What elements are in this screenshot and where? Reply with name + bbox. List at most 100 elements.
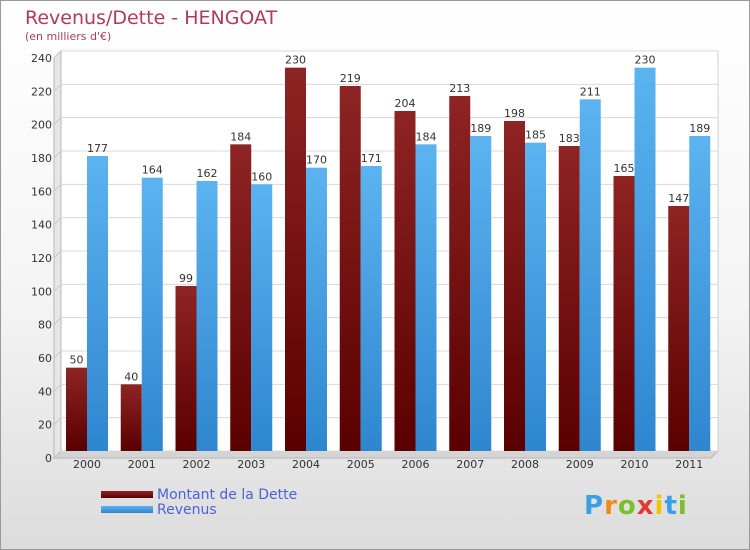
- plot-floor: [52, 450, 720, 459]
- bar-revenus: [306, 167, 327, 451]
- x-tick-label: 2003: [237, 458, 265, 471]
- data-label-revenus: 171: [361, 152, 382, 165]
- gridline-side: [53, 250, 62, 259]
- y-tick-label: 120: [31, 252, 52, 265]
- y-tick-label: 60: [38, 352, 52, 365]
- y-tick-label: 40: [38, 385, 52, 398]
- bar-dette: [175, 286, 197, 451]
- legend-item-dette: Montant de la Dette: [101, 486, 298, 503]
- gridline-side: [53, 383, 62, 392]
- data-label-revenus: 160: [251, 170, 272, 183]
- bar-revenus: [470, 136, 492, 451]
- chart-subtitle: (en milliers d'€): [25, 30, 112, 43]
- x-tick-label: 2000: [73, 458, 101, 471]
- y-tick-label: 0: [45, 452, 52, 465]
- bar-revenus: [251, 184, 273, 452]
- data-label-revenus: 211: [580, 85, 601, 98]
- y-tick-label: 160: [31, 185, 52, 198]
- data-label-revenus: 230: [635, 54, 656, 67]
- bar-dette: [394, 111, 416, 451]
- x-tick-label: 2007: [456, 458, 484, 471]
- x-tick-label: 2011: [675, 458, 703, 471]
- bar-dette: [230, 144, 252, 452]
- bar-dette: [558, 146, 580, 451]
- x-tick-label: 2008: [511, 458, 539, 471]
- logo-letter: P: [584, 491, 605, 521]
- x-tick-label: 2009: [566, 458, 594, 471]
- legend-item-revenus: Revenus: [101, 501, 297, 518]
- bar-revenus: [689, 136, 711, 451]
- bar-revenus: [87, 156, 108, 451]
- gridline-side: [53, 183, 62, 192]
- bar-dette: [504, 121, 525, 451]
- proxiti-logo: Proxiti: [584, 491, 688, 521]
- data-label-dette: 219: [340, 72, 361, 85]
- logo-letter: r: [604, 491, 618, 521]
- legend-swatch-revenus: [101, 506, 153, 513]
- logo-letter: t: [664, 491, 678, 521]
- chart-title: Revenus/Dette - HENGOAT: [25, 7, 278, 29]
- y-tick-label: 20: [38, 419, 52, 432]
- data-label-dette: 99: [179, 272, 193, 285]
- bar-dette: [613, 176, 635, 451]
- logo-letter: o: [617, 491, 637, 521]
- y-tick-label: 220: [31, 85, 52, 98]
- gridline-side: [53, 317, 62, 326]
- y-tick-label: 240: [31, 52, 52, 65]
- data-label-revenus: 185: [525, 129, 546, 142]
- bar-revenus: [415, 144, 437, 452]
- gridline-side: [53, 83, 62, 92]
- x-tick-label: 2006: [402, 458, 430, 471]
- x-tick-label: 2004: [292, 458, 320, 471]
- legend-swatch-dette: [101, 491, 153, 498]
- data-label-revenus: 184: [416, 130, 437, 143]
- gridline-side: [53, 417, 62, 426]
- bar-revenus: [634, 67, 656, 452]
- gridline-side: [53, 283, 62, 292]
- legend-label-dette: Montant de la Dette: [157, 486, 298, 503]
- gridline-side: [53, 350, 62, 359]
- bar-dette: [120, 384, 142, 451]
- bar-revenus: [525, 142, 546, 451]
- data-label-revenus: 189: [470, 122, 491, 135]
- data-label-dette: 204: [395, 97, 416, 110]
- x-tick-label: 2005: [347, 458, 375, 471]
- data-label-revenus: 164: [142, 164, 163, 177]
- x-tick-label: 2010: [621, 458, 649, 471]
- bar-dette: [285, 67, 306, 452]
- bar-dette: [339, 86, 361, 451]
- gridline-side: [53, 50, 62, 59]
- logo-letter: x: [636, 491, 655, 521]
- x-tick-label: 2001: [128, 458, 156, 471]
- data-label-dette: 165: [614, 162, 635, 175]
- legend: Montant de la Dette Revenus: [101, 486, 298, 518]
- gridline-side: [53, 150, 62, 159]
- data-label-dette: 183: [559, 132, 580, 145]
- bar-dette: [449, 96, 471, 451]
- y-tick-label: 140: [31, 219, 52, 232]
- bar-revenus: [579, 99, 601, 451]
- bar-dette: [668, 206, 690, 451]
- data-label-dette: 147: [668, 192, 689, 205]
- bar-revenus: [196, 181, 218, 451]
- data-label-revenus: 177: [87, 142, 108, 155]
- data-label-dette: 198: [504, 107, 525, 120]
- data-label-dette: 40: [124, 370, 138, 383]
- data-label-dette: 230: [285, 54, 306, 67]
- data-label-revenus: 170: [306, 154, 327, 167]
- data-label-dette: 184: [230, 130, 251, 143]
- data-label-revenus: 162: [197, 167, 218, 180]
- y-tick-label: 100: [31, 285, 52, 298]
- data-label-dette: 213: [449, 82, 470, 95]
- y-tick-label: 200: [31, 119, 52, 132]
- gridline-side: [53, 117, 62, 126]
- gridline-side: [53, 450, 62, 459]
- legend-label-revenus: Revenus: [157, 501, 217, 518]
- x-tick-label: 2002: [183, 458, 211, 471]
- bar-revenus: [360, 166, 382, 451]
- data-label-revenus: 189: [689, 122, 710, 135]
- y-tick-label: 80: [38, 319, 52, 332]
- y-tick-label: 180: [31, 152, 52, 165]
